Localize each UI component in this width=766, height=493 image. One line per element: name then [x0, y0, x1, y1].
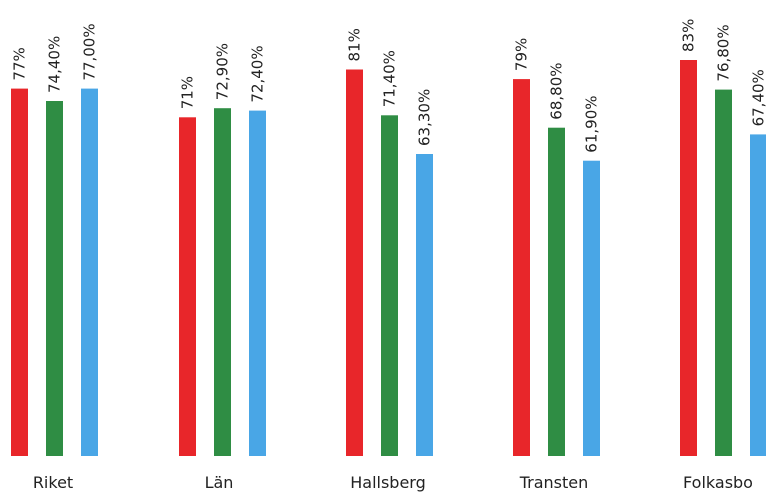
bar-län-series-3: [249, 110, 266, 456]
bar-transten-series-2: [548, 127, 565, 456]
bar-transten-series-3: [583, 160, 600, 456]
bar-län-series-1: [179, 117, 196, 457]
data-label-län-series-1: 71%: [179, 76, 197, 109]
bar-folkasbo-series-3: [750, 134, 766, 456]
data-label-folkasbo-series-3: 67,40%: [750, 69, 766, 126]
data-label-län-series-2: 72,90%: [214, 43, 232, 100]
data-label-riket-series-2: 74,40%: [46, 36, 64, 93]
data-label-län-series-3: 72,40%: [249, 45, 267, 102]
bar-riket-series-2: [46, 101, 63, 456]
data-label-transten-series-3: 61,90%: [583, 95, 601, 152]
data-label-transten-series-2: 68,80%: [548, 62, 566, 119]
bar-folkasbo-series-1: [680, 60, 697, 456]
bar-län-series-2: [214, 108, 231, 456]
bar-folkasbo-series-2: [715, 89, 732, 456]
category-label-riket: Riket: [33, 473, 73, 492]
data-label-riket-series-1: 77%: [11, 47, 29, 80]
bar-riket-series-1: [11, 88, 28, 456]
bar-riket-series-3: [81, 88, 98, 456]
data-label-folkasbo-series-1: 83%: [680, 19, 698, 52]
bar-hallsberg-series-1: [346, 69, 363, 456]
data-label-riket-series-3: 77,00%: [81, 23, 99, 80]
category-label-hallsberg: Hallsberg: [350, 473, 426, 492]
bar-hallsberg-series-3: [416, 154, 433, 456]
bar-transten-series-1: [513, 79, 530, 456]
bar-hallsberg-series-2: [381, 115, 398, 457]
data-label-hallsberg-series-1: 81%: [346, 28, 364, 61]
category-label-län: Län: [205, 473, 234, 492]
data-label-transten-series-1: 79%: [513, 38, 531, 71]
data-label-hallsberg-series-3: 63,30%: [416, 89, 434, 146]
data-label-hallsberg-series-2: 71,40%: [381, 50, 399, 107]
category-label-transten: Transten: [519, 473, 589, 492]
category-label-folkasbo: Folkasbo: [683, 473, 753, 492]
data-label-folkasbo-series-2: 76,80%: [715, 24, 733, 81]
